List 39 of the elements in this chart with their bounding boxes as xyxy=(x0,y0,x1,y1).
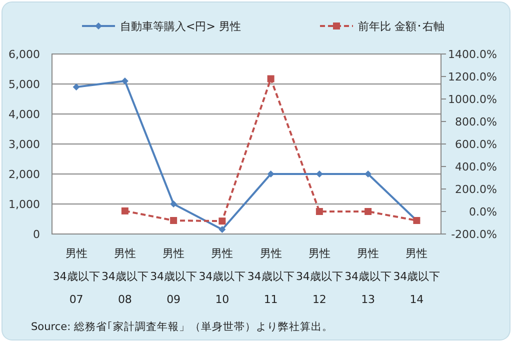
x-tick-label: 男性 34歳以下 09 xyxy=(150,247,198,306)
legend-label: 自動車等購入<円> 男性 xyxy=(120,20,241,33)
point xyxy=(121,207,128,214)
point xyxy=(316,208,323,215)
y2-tick-label: 0.0% xyxy=(469,206,497,218)
source-note: Source: 総務省｢家計調査年報」（単身世帯）より弊社算出。 xyxy=(31,320,333,333)
x-tick-label: 男性 34歳以下 10 xyxy=(198,247,246,306)
point xyxy=(218,226,226,233)
y2-tick-label: 1400.0% xyxy=(448,48,497,61)
y-tick-label: 4,000 xyxy=(8,108,40,121)
y-tick-label: 5,000 xyxy=(8,78,40,91)
y2-tick-label: 200.0% xyxy=(455,183,497,196)
x-tick-label: 男性 34歳以下 13 xyxy=(344,247,392,306)
y2-tick-label: 600.0% xyxy=(455,138,497,151)
y-tick-label: 3,000 xyxy=(8,138,40,151)
y2-tick-label: 1000.0% xyxy=(448,93,497,106)
point xyxy=(218,218,226,225)
y2-tick-label: 1200.0% xyxy=(448,70,497,84)
x-tick-label: 男性 34歳以下 14 xyxy=(393,247,440,306)
x-tick-label: 男性 34歳以下 08 xyxy=(101,247,148,306)
point xyxy=(72,84,80,90)
x-tick-label: 男性 34歳以下 12 xyxy=(296,247,343,306)
x-tick-label: 男性 34歳以下 07 xyxy=(52,247,100,306)
y2-tick-label: 400.0% xyxy=(455,160,497,174)
y-tick-label: 1,000 xyxy=(8,198,40,211)
y2-tick-label: 800.0% xyxy=(455,116,497,128)
y-tick-label: 0 xyxy=(33,228,40,241)
point xyxy=(267,75,274,82)
y-tick-label: 2,000 xyxy=(8,168,40,181)
y2-tick-label: -200.0% xyxy=(451,228,497,241)
point xyxy=(170,217,178,224)
point xyxy=(364,208,372,215)
point xyxy=(121,78,128,84)
point xyxy=(170,200,178,208)
y-tick-label: 6,000 xyxy=(8,48,40,61)
legend-label: 前年比 金額･右軸 xyxy=(358,20,444,33)
point xyxy=(267,170,274,178)
point xyxy=(364,170,372,178)
x-tick-label: 男性 34歳以下 11 xyxy=(247,247,294,306)
